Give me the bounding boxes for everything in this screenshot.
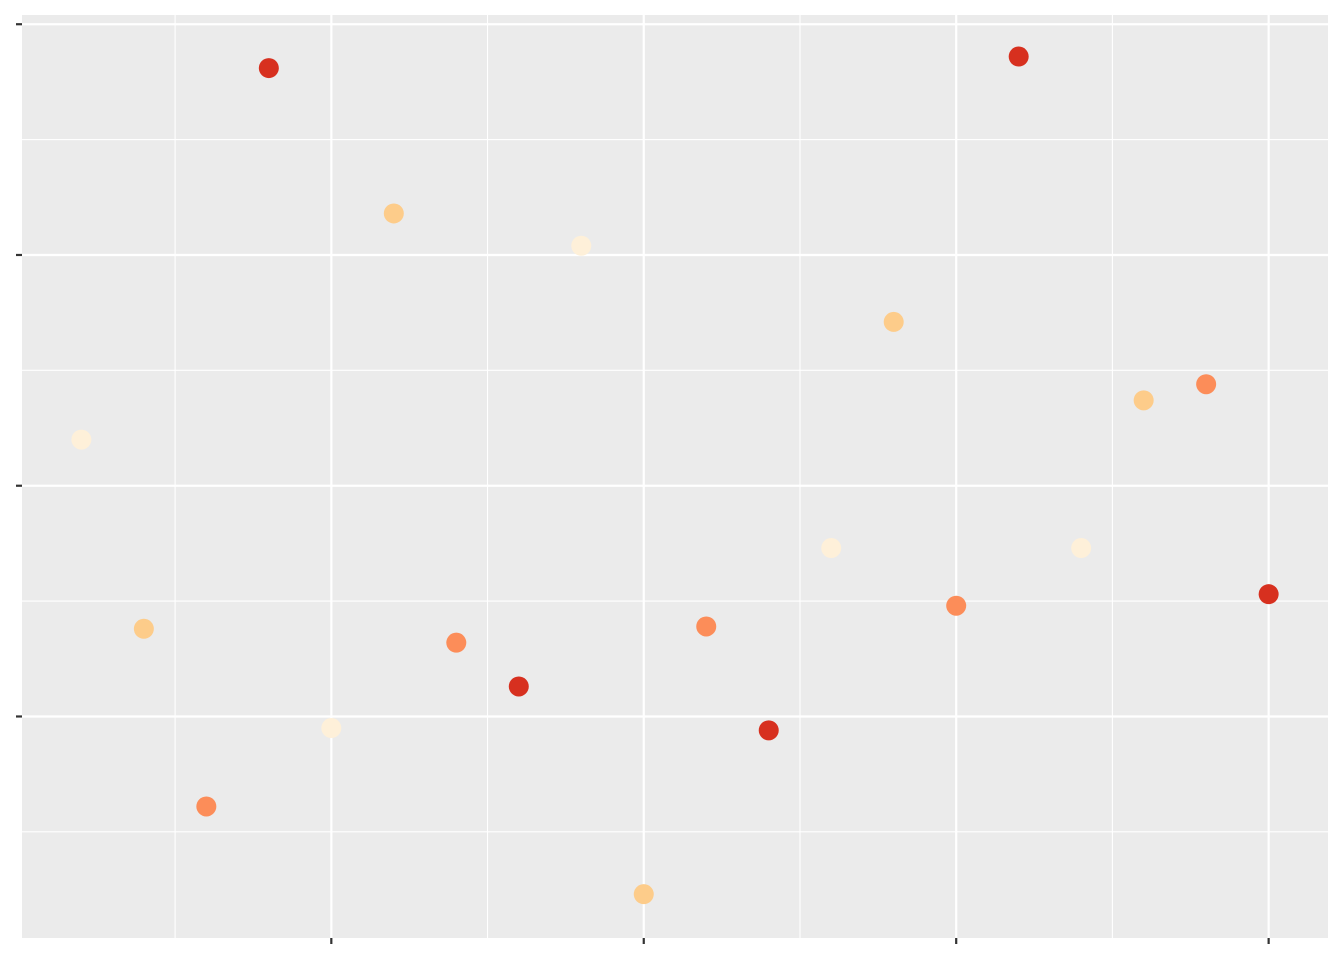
point	[508, 676, 529, 697]
point	[633, 884, 654, 905]
point	[758, 720, 779, 741]
panel	[22, 15, 1328, 938]
point	[133, 618, 154, 639]
point	[383, 203, 404, 224]
point	[1071, 538, 1092, 559]
point	[446, 632, 467, 653]
point	[1008, 46, 1029, 67]
point	[883, 311, 904, 332]
point	[321, 718, 342, 739]
point	[1258, 584, 1279, 605]
point	[571, 235, 592, 256]
point	[196, 796, 217, 817]
point	[1133, 390, 1154, 411]
point	[258, 58, 279, 79]
point	[696, 616, 717, 637]
point	[1196, 374, 1217, 395]
point	[946, 595, 967, 616]
point	[821, 538, 842, 559]
point	[71, 429, 92, 450]
